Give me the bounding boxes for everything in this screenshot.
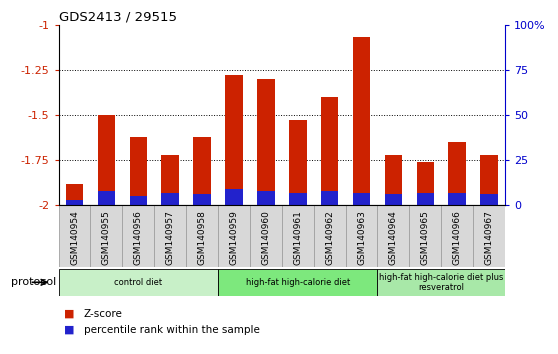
Bar (218, 205, 250, 267)
Bar (480, 155, 498, 205)
Bar (98, 191, 115, 205)
Bar (193, 137, 211, 205)
Bar (449, 193, 466, 205)
Bar (289, 193, 306, 205)
Text: GSM140959: GSM140959 (229, 210, 238, 265)
Bar (416, 162, 434, 205)
Text: GSM140954: GSM140954 (70, 210, 79, 265)
Bar (257, 79, 275, 205)
Bar (441, 205, 473, 267)
Text: GSM140967: GSM140967 (484, 210, 493, 265)
Bar (353, 38, 371, 205)
Bar (377, 205, 410, 267)
Bar (353, 193, 371, 205)
Bar (250, 205, 282, 267)
Bar (122, 205, 154, 267)
Text: ■: ■ (64, 325, 75, 335)
Text: GSM140966: GSM140966 (453, 210, 461, 265)
Bar (384, 155, 402, 205)
Bar (90, 205, 122, 267)
Text: GSM140958: GSM140958 (198, 210, 206, 265)
Bar (449, 142, 466, 205)
Bar (473, 205, 505, 267)
Bar (257, 191, 275, 205)
Text: GDS2413 / 29515: GDS2413 / 29515 (59, 11, 176, 24)
Bar (410, 205, 441, 267)
Bar (289, 120, 306, 205)
Bar (98, 115, 115, 205)
Text: high-fat high-calorie diet: high-fat high-calorie diet (246, 278, 350, 287)
Bar (129, 196, 147, 205)
Bar (161, 193, 179, 205)
Text: Z-score: Z-score (84, 309, 123, 319)
Bar (282, 205, 314, 267)
Bar (218, 269, 377, 296)
Text: GSM140956: GSM140956 (134, 210, 143, 265)
Bar (225, 75, 243, 205)
Bar (193, 194, 211, 205)
Bar (225, 189, 243, 205)
Text: GSM140955: GSM140955 (102, 210, 111, 265)
Bar (59, 269, 218, 296)
Text: ■: ■ (64, 309, 75, 319)
Text: percentile rank within the sample: percentile rank within the sample (84, 325, 259, 335)
Bar (154, 205, 186, 267)
Text: GSM140960: GSM140960 (261, 210, 270, 265)
Bar (345, 205, 377, 267)
Text: protocol: protocol (11, 277, 56, 287)
Bar (161, 155, 179, 205)
Text: GSM140965: GSM140965 (421, 210, 430, 265)
Text: GSM140964: GSM140964 (389, 210, 398, 265)
Bar (384, 194, 402, 205)
Bar (314, 205, 345, 267)
Bar (377, 269, 505, 296)
Bar (480, 194, 498, 205)
Bar (66, 200, 83, 205)
Bar (129, 137, 147, 205)
Bar (59, 205, 90, 267)
Text: control diet: control diet (114, 278, 162, 287)
Bar (66, 184, 83, 205)
Text: GSM140957: GSM140957 (166, 210, 175, 265)
Text: high-fat high-calorie diet plus
resveratrol: high-fat high-calorie diet plus resverat… (379, 273, 503, 292)
Bar (321, 191, 338, 205)
Bar (321, 97, 338, 205)
Bar (186, 205, 218, 267)
Bar (416, 193, 434, 205)
Text: GSM140962: GSM140962 (325, 210, 334, 265)
Text: GSM140961: GSM140961 (294, 210, 302, 265)
Text: GSM140963: GSM140963 (357, 210, 366, 265)
